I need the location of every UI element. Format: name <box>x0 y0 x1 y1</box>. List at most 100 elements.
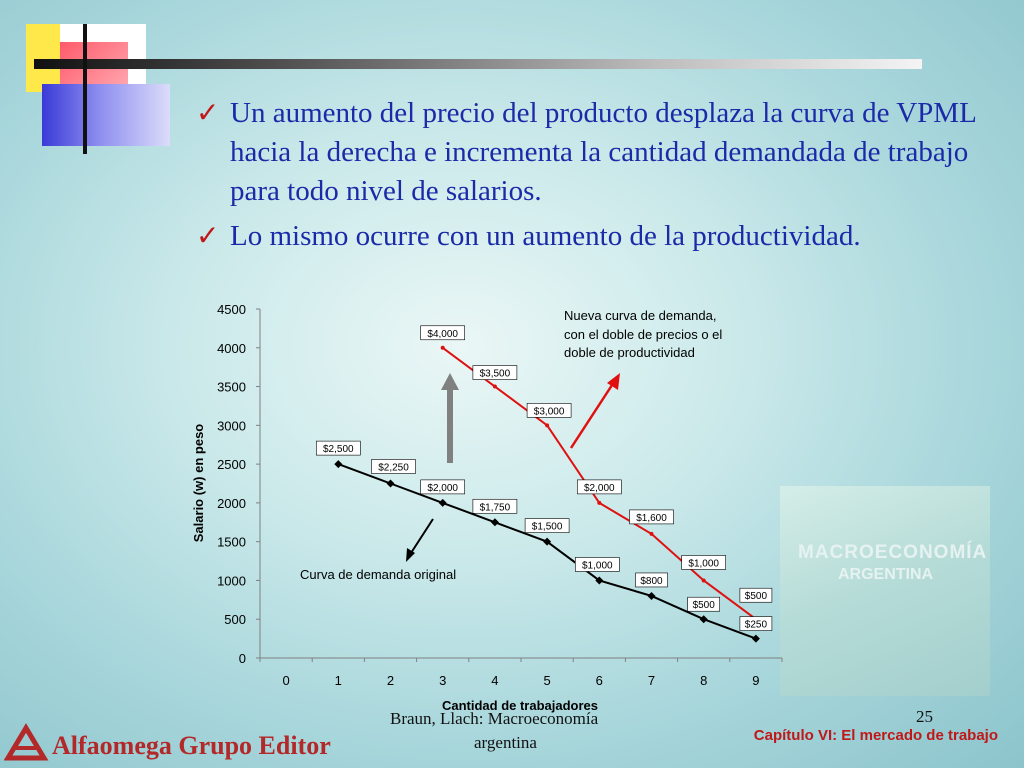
annotation-original-arrow <box>410 518 434 554</box>
x-tick-label: 9 <box>752 673 759 688</box>
data-label-box <box>574 557 620 572</box>
x-tick-label: 6 <box>596 673 603 688</box>
original-demand-point <box>699 615 708 624</box>
y-tick-label: 1500 <box>217 535 246 550</box>
data-label: $1,000 <box>688 558 719 569</box>
chapter-title: Capítulo VI: El mercado de trabajo <box>753 727 998 744</box>
data-label-box <box>420 479 466 495</box>
x-tick-label: 4 <box>491 673 498 688</box>
data-label: $4,000 <box>427 329 458 340</box>
data-label-box <box>681 555 727 570</box>
x-tick-label: 5 <box>543 673 550 688</box>
original-demand-point <box>490 518 499 527</box>
data-label-box <box>315 440 361 456</box>
data-label-box <box>524 518 570 533</box>
book-cover-subtitle: ARGENTINA <box>838 566 934 583</box>
original-demand-point <box>543 537 552 546</box>
annotation-new-curve-line1: Nueva curva de demanda, <box>564 308 716 323</box>
data-label-box <box>371 459 416 474</box>
data-label: $3,000 <box>534 406 565 417</box>
book-cover-title: MACROECONOMÍA <box>798 542 988 563</box>
bullet-item: ✓ Un aumento del precio del producto des… <box>196 94 996 211</box>
bullet-item: ✓ Lo mismo ocurre con un aumento de la p… <box>196 217 996 256</box>
data-label-box <box>687 596 721 612</box>
bullet-text: Un aumento del precio del producto despl… <box>230 97 976 207</box>
data-label-box <box>526 403 572 418</box>
shift-arrow-head <box>441 373 459 390</box>
x-tick-label: 8 <box>700 673 707 688</box>
y-tick-label: 3000 <box>217 418 246 433</box>
data-label-box <box>635 572 668 588</box>
data-label: $500 <box>745 591 768 602</box>
data-label: $1,000 <box>582 560 613 571</box>
x-tick-label: 0 <box>282 673 289 688</box>
book-cover-image <box>780 486 990 696</box>
x-tick-label: 2 <box>387 673 394 688</box>
data-label: $500 <box>693 600 716 611</box>
checkmark-icon: ✓ <box>196 98 220 129</box>
footer-author: Braun, Llach: Macroeconomía <box>390 709 599 728</box>
new-demand-point <box>545 423 550 428</box>
y-tick-label: 4500 <box>217 302 246 317</box>
new-demand-point <box>492 384 497 389</box>
x-axis-title: Cantidad de trabajadores <box>442 698 598 713</box>
x-tick-label: 1 <box>335 673 342 688</box>
annotation-new-arrowhead <box>607 373 620 390</box>
slide-number: 25 <box>916 707 933 726</box>
data-label: $3,500 <box>480 369 511 380</box>
annotation-new-curve-line3: doble de productividad <box>564 345 695 360</box>
data-label: $2,000 <box>427 483 458 494</box>
x-tick-label: 3 <box>439 673 446 688</box>
y-tick-label: 1000 <box>217 573 246 588</box>
data-label: $800 <box>640 576 663 587</box>
data-label-box <box>420 325 466 341</box>
original-demand-point <box>386 479 395 488</box>
data-label-box <box>472 365 518 380</box>
y-tick-label: 0 <box>239 651 246 666</box>
annotation-new-arrow <box>569 381 616 449</box>
original-demand-point <box>334 460 343 469</box>
new-demand-point <box>440 345 445 350</box>
y-tick-label: 3500 <box>217 380 246 395</box>
publisher-logo <box>3 722 364 762</box>
original-demand-point <box>438 498 447 507</box>
original-demand-point <box>751 634 760 643</box>
data-label: $2,000 <box>584 483 615 494</box>
decor-title-bar <box>34 59 922 69</box>
original-demand-point <box>595 576 604 585</box>
data-label-box <box>629 509 674 525</box>
publisher-logo-icon <box>3 723 49 761</box>
y-tick-label: 2500 <box>217 457 246 472</box>
data-label-box <box>576 479 622 495</box>
y-axis-title: Salario (w) en peso <box>191 424 206 543</box>
footer-author-line2: argentina <box>474 733 537 752</box>
decor-vertical-line <box>83 24 87 154</box>
data-label-box <box>739 587 773 603</box>
y-tick-label: 4000 <box>217 341 246 356</box>
data-label: $1,600 <box>636 513 667 524</box>
bullet-list: ✓ Un aumento del precio del producto des… <box>196 94 996 262</box>
annotation-original-arrowhead <box>406 548 415 562</box>
new-demand-point <box>649 531 654 536</box>
data-label: $250 <box>745 620 768 631</box>
checkmark-icon: ✓ <box>196 221 220 252</box>
original-demand-line <box>337 463 757 640</box>
data-label: $1,750 <box>480 502 511 513</box>
data-label: $2,500 <box>323 444 354 455</box>
shift-arrow-shaft <box>447 388 453 463</box>
annotation-new-curve-line2: con el doble de precios o el <box>564 327 722 342</box>
data-label-box <box>472 498 518 514</box>
new-demand-point <box>701 578 706 583</box>
y-tick-label: 2000 <box>217 496 246 511</box>
annotation-original-curve: Curva de demanda original <box>300 567 456 582</box>
data-label: $1,500 <box>532 522 563 533</box>
y-tick-label: 500 <box>224 612 246 627</box>
new-demand-point <box>597 500 602 505</box>
decor-blue-square <box>42 84 170 146</box>
bullet-text: Lo mismo ocurre con un aumento de la pro… <box>230 220 861 252</box>
data-label: $2,250 <box>378 463 409 474</box>
data-label-box <box>739 616 773 631</box>
original-demand-point <box>647 591 656 600</box>
x-tick-label: 7 <box>648 673 655 688</box>
